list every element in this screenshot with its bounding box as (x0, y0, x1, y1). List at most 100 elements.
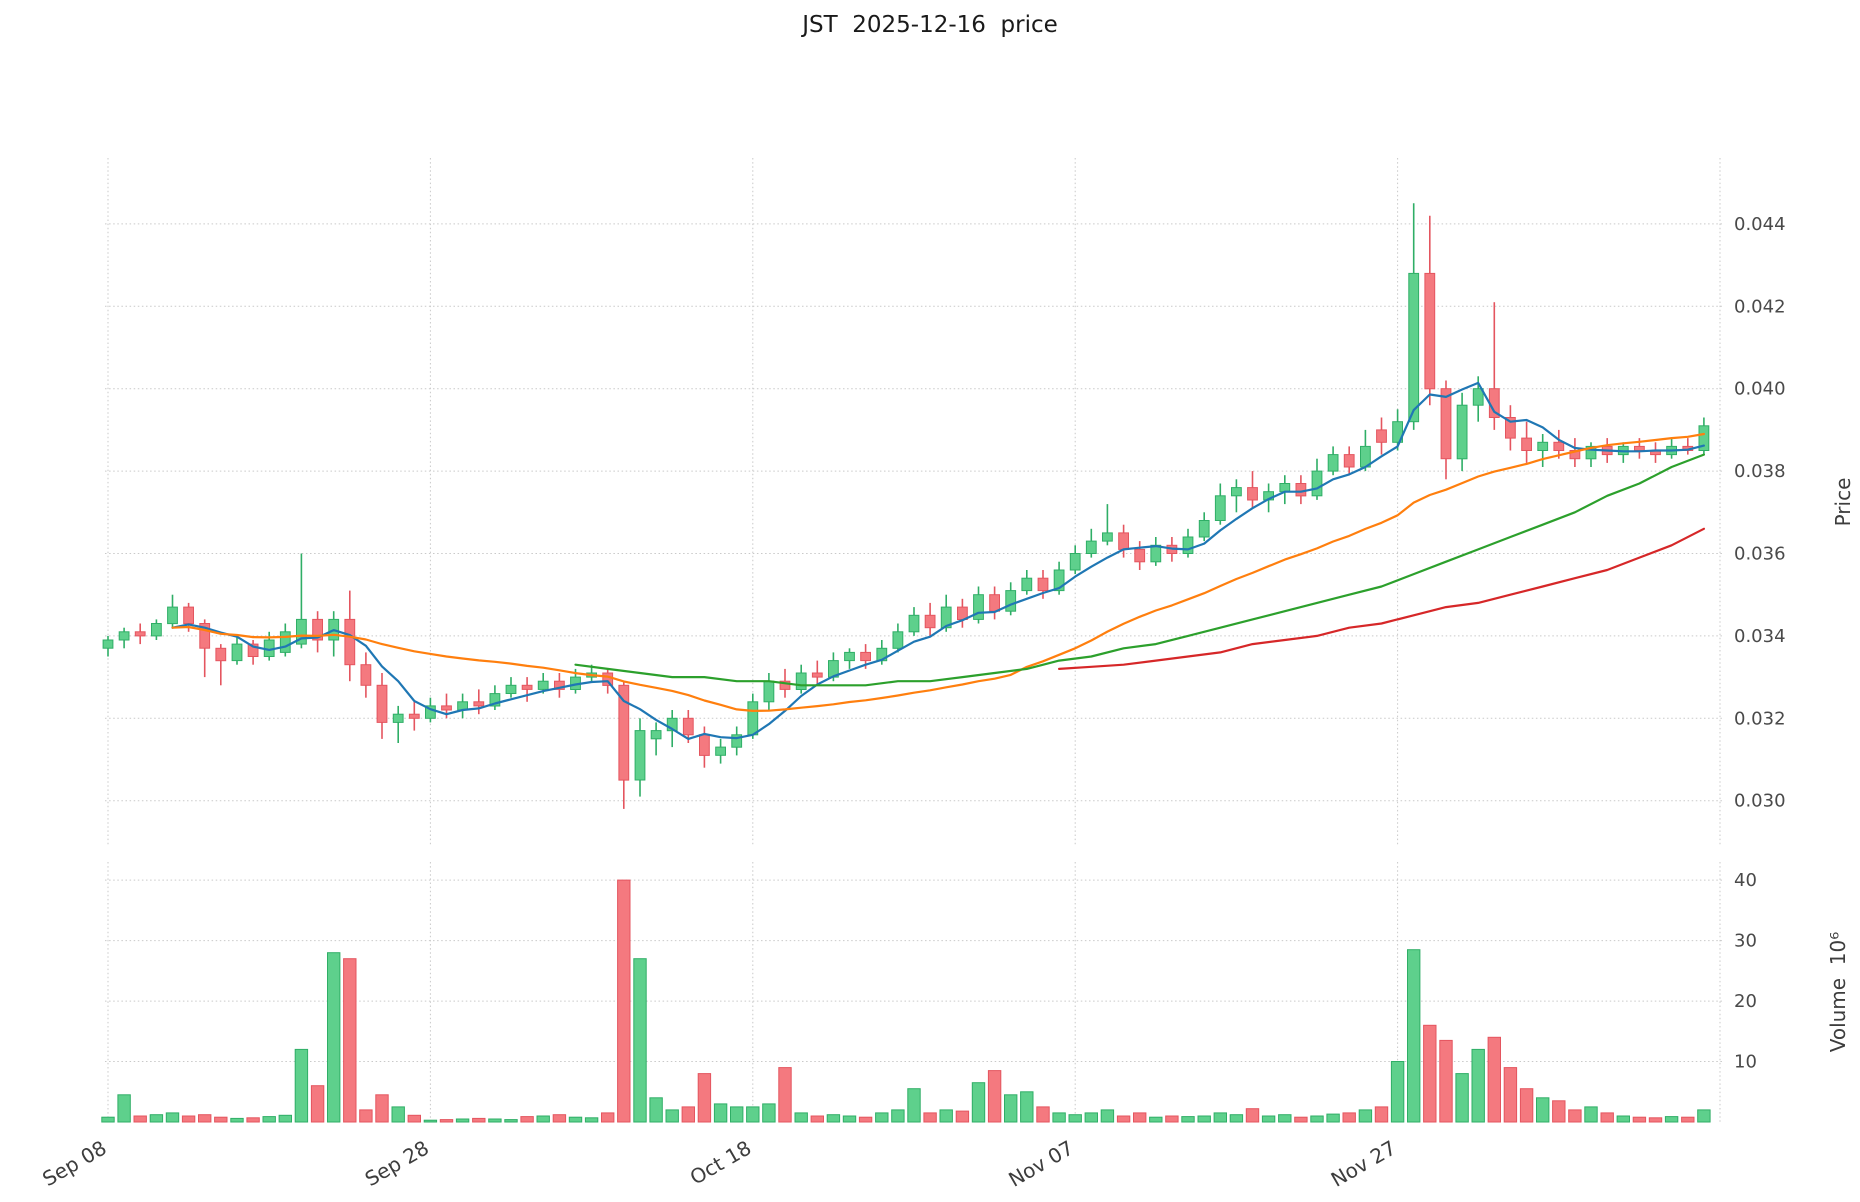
volume-bar (1439, 1039, 1453, 1123)
volume-tick-label: 40 (1734, 870, 1757, 891)
price-tick-label: 0.038 (1734, 461, 1786, 482)
price-axis-label: Price (1831, 477, 1855, 527)
volume-bar (101, 1116, 115, 1123)
candle-body (505, 684, 517, 694)
volume-bar (858, 1116, 873, 1123)
volume-bar (891, 1109, 905, 1123)
candle-body (199, 623, 211, 649)
volume-bar (1536, 1097, 1550, 1123)
candle-body (296, 618, 307, 645)
volume-axis-label: Volume 10⁶ (1826, 931, 1850, 1053)
volume-bar (439, 1119, 454, 1123)
volume-bar (1697, 1109, 1711, 1123)
candle-body (392, 713, 404, 723)
volume-bar (875, 1112, 889, 1123)
candle-body (1634, 445, 1645, 451)
candle-body (151, 623, 162, 637)
volume-bar (133, 1115, 147, 1123)
volume-bar (407, 1114, 422, 1123)
volume-bar (1310, 1115, 1324, 1123)
volume-tick-label: 30 (1734, 931, 1757, 952)
volume-bar (504, 1119, 518, 1123)
candle-body (537, 680, 549, 690)
volume-bar (842, 1115, 857, 1123)
volume-bar (294, 1048, 309, 1123)
candle-body (1102, 532, 1113, 542)
x-tick-label: Nov 27 (1327, 1136, 1400, 1192)
volume-bar (713, 1103, 728, 1123)
volume-bar (327, 952, 341, 1123)
candle-body (1247, 487, 1258, 501)
volume-bar (649, 1097, 663, 1123)
x-tick-label: Sep 08 (38, 1136, 110, 1192)
candle-body (1440, 388, 1452, 460)
volume-bar (1358, 1109, 1373, 1123)
volume-bar (1600, 1112, 1614, 1123)
price-tick-label: 0.036 (1734, 544, 1786, 565)
volume-bar (520, 1116, 534, 1123)
candle-body (425, 705, 436, 719)
volume-bar (1165, 1115, 1179, 1123)
volume-bar (1632, 1116, 1647, 1123)
volume-bar (1004, 1094, 1018, 1123)
volume-bar (697, 1073, 712, 1123)
candle-body (167, 606, 178, 625)
candle-body (360, 664, 372, 686)
volume-bar (246, 1117, 260, 1123)
volume-bar (1052, 1112, 1066, 1123)
candle-body (1214, 495, 1226, 521)
volume-bar (472, 1117, 486, 1123)
volume-bar (1487, 1036, 1501, 1123)
ma-mid-line (171, 432, 1705, 712)
price-tick-label: 0.032 (1734, 708, 1786, 729)
candle-body (1134, 548, 1146, 563)
candle-body (699, 734, 710, 756)
candle-body (554, 680, 565, 690)
candle-body (1392, 421, 1403, 443)
candle-body (312, 618, 324, 641)
candle-body (763, 680, 775, 703)
candle-body (1005, 590, 1017, 612)
volume-bar (278, 1114, 293, 1123)
candle-body (1376, 429, 1387, 443)
volume-bar (1681, 1116, 1695, 1123)
ma-fast-line (171, 381, 1705, 740)
volume-bar (746, 1106, 760, 1123)
volume-bar (1100, 1109, 1115, 1123)
volume-bar (310, 1085, 325, 1123)
volume-bar (971, 1082, 986, 1123)
x-tick-label: Sep 28 (361, 1136, 433, 1192)
candle-body (1537, 441, 1549, 451)
volume-bar (1116, 1115, 1131, 1123)
volume-bar (181, 1115, 196, 1123)
volume-bar (423, 1119, 438, 1123)
candle-body (731, 734, 743, 748)
candle-body (1053, 569, 1065, 592)
candle-body (1585, 445, 1597, 460)
candle-body (102, 639, 114, 649)
candle-body (650, 730, 662, 740)
x-tick-label: Oct 18 (686, 1136, 755, 1190)
candle-body (618, 684, 630, 781)
candle-body (924, 614, 936, 629)
volume-bar (907, 1088, 921, 1123)
volume-bar (1471, 1048, 1485, 1123)
candle-body (279, 631, 291, 653)
candle-body (1021, 577, 1033, 592)
volume-bar (455, 1118, 470, 1123)
volume-bar (665, 1109, 679, 1123)
candle-body (1472, 388, 1484, 406)
volume-bar (488, 1118, 502, 1123)
volume-bar (794, 1112, 808, 1123)
volume-bar (262, 1116, 276, 1123)
candle-body (1456, 404, 1468, 460)
volume-bar (1181, 1116, 1195, 1123)
volume-bar (552, 1114, 567, 1123)
candle-body (441, 705, 452, 711)
candle-body (811, 672, 823, 678)
candle-body (844, 651, 855, 662)
candle-body (795, 672, 807, 690)
candle-body (715, 746, 727, 756)
volume-bar (762, 1103, 776, 1123)
